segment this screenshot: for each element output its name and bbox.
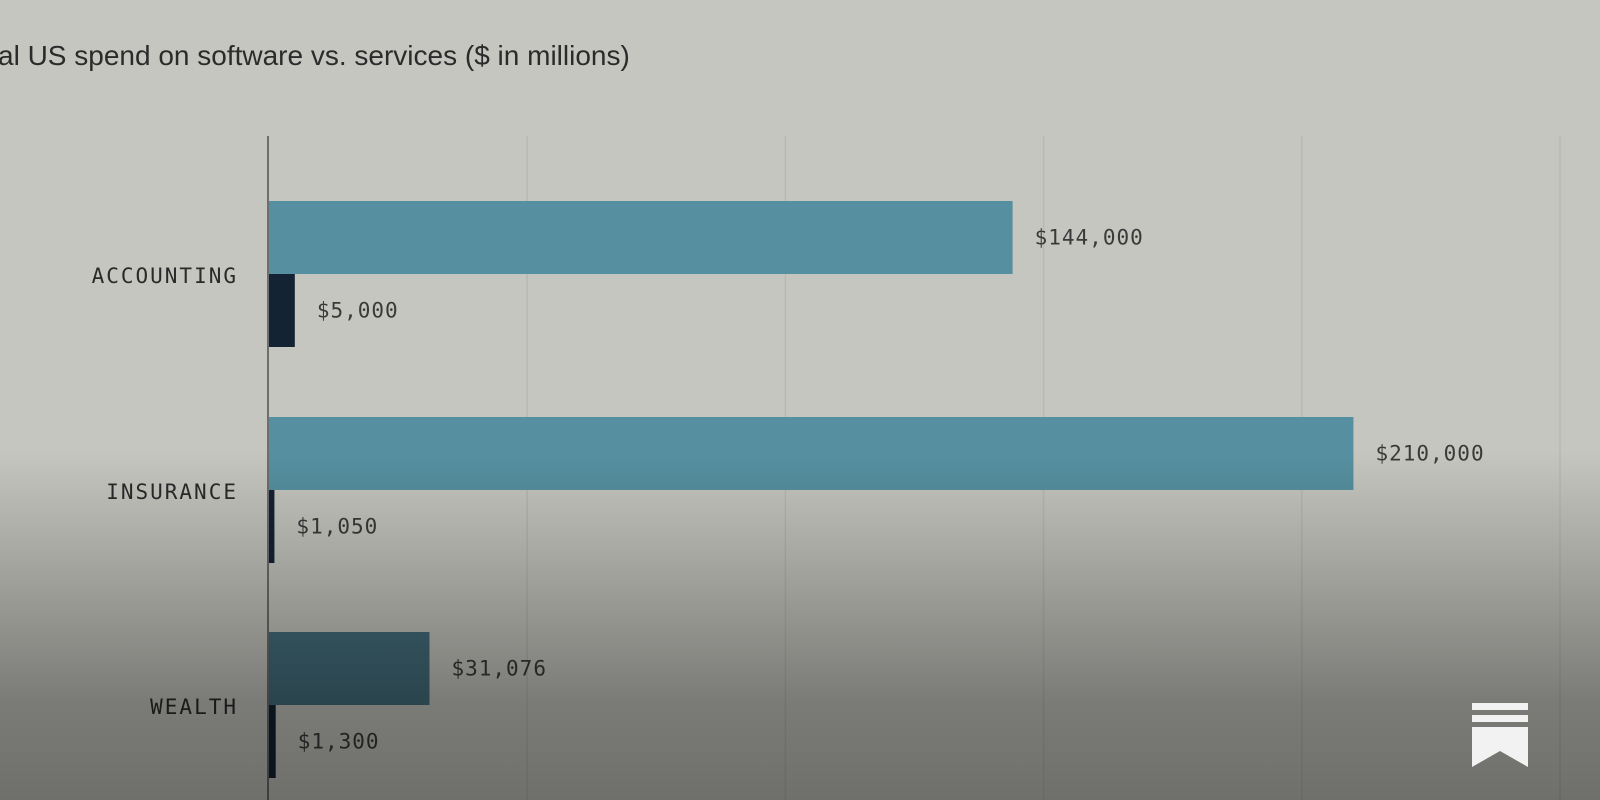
bar-insurance-services [269, 417, 1354, 490]
category-label-wealth: WEALTH [150, 695, 238, 719]
bar-wealth-services [269, 632, 430, 705]
logo-bar-top [1472, 703, 1528, 710]
substack-bookmark-icon [1472, 703, 1528, 767]
chart-title: al US spend on software vs. services ($ … [0, 40, 630, 71]
category-label-accounting: ACCOUNTING [92, 264, 238, 288]
value-label-wealth-software: $1,300 [298, 730, 380, 754]
category-label-insurance: INSURANCE [106, 480, 238, 504]
value-labels: $144,000 $5,000 $210,000 $1,050 $31,076 $1,30… [296, 226, 1484, 754]
bar-insurance-software [269, 490, 275, 563]
value-label-accounting-services: $144,000 [1035, 226, 1144, 250]
bar-accounting-services [269, 201, 1013, 274]
value-label-insurance-software: $1,050 [296, 515, 378, 539]
category-labels: ACCOUNTING INSURANCE WEALTH [92, 264, 238, 719]
value-label-accounting-software: $5,000 [317, 299, 399, 323]
bar-wealth-software [269, 705, 276, 778]
value-label-insurance-services: $210,000 [1375, 442, 1484, 466]
logo-bar-middle [1472, 715, 1528, 722]
bar-accounting-software [269, 274, 295, 347]
bars [269, 201, 1354, 778]
value-label-wealth-services: $31,076 [451, 657, 547, 681]
logo-bookmark [1472, 727, 1528, 767]
